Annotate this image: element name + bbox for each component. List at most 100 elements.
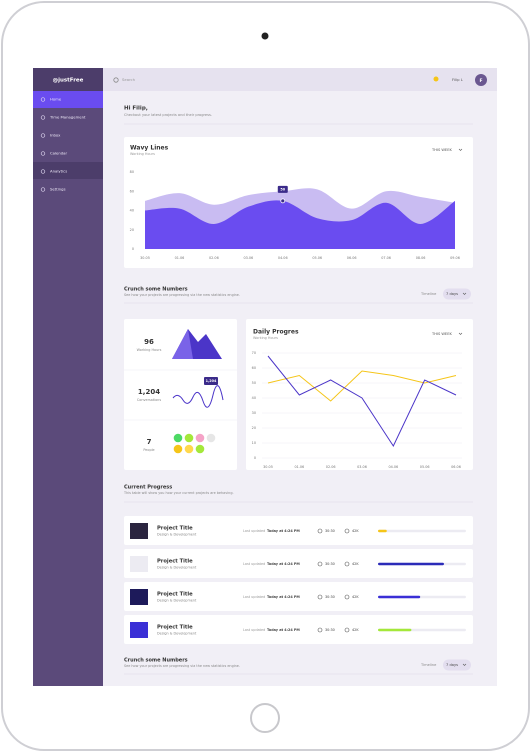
project-title: Project Title (157, 625, 193, 631)
updated-label: Last updated (243, 529, 265, 533)
y-tick-label: 60 (252, 366, 256, 370)
section-subtitle: This table will show you how your curren… (123, 491, 234, 495)
progress-bar (378, 628, 412, 632)
search-input[interactable]: Search (122, 77, 136, 82)
project-thumbnail (130, 556, 148, 572)
x-tick-label: 03.06 (357, 465, 367, 469)
notification-icon (433, 76, 439, 82)
nav-item[interactable]: Calendar (50, 151, 68, 156)
comment-icon (344, 594, 350, 600)
time-value: 30:30 (325, 562, 335, 566)
progress-bar (378, 529, 387, 533)
updated-label: Last updated (243, 562, 265, 566)
x-tick-label: 08.06 (416, 256, 426, 260)
person-avatar (173, 433, 183, 443)
y-tick-label: 20 (252, 426, 256, 430)
tooltip (277, 185, 288, 193)
project-subtitle: Design & Development (157, 566, 197, 570)
x-tick-label: 06.06 (347, 256, 357, 260)
section-title: Crunch some Numbers (124, 658, 188, 664)
y-tick-label: 50 (252, 381, 256, 385)
project-title: Project Title (157, 526, 193, 532)
nav-item[interactable]: Time Management (49, 115, 86, 120)
progress-row (124, 582, 473, 611)
x-tick-label: 02.06 (326, 465, 336, 469)
avatar-initial: F (479, 78, 482, 84)
avatar[interactable] (475, 74, 487, 86)
stat-label: Working Hours (137, 348, 162, 352)
x-tick-label: 30.05 (140, 256, 150, 260)
logo: @justFree (53, 78, 84, 84)
person-avatar (195, 444, 205, 454)
time-value: 30:30 (325, 529, 335, 533)
mountain-icon-shade (172, 329, 193, 359)
updated-value: Today at 4:24 PM (267, 628, 300, 632)
x-tick-label: 09.06 (450, 256, 460, 260)
project-subtitle: Design & Development (157, 533, 197, 537)
nav-item[interactable]: Settings (50, 187, 66, 192)
greeting-subtitle: Checkout your latest projects and their … (124, 113, 212, 117)
greeting-title: Hi Filip, (124, 106, 148, 112)
filter-label: Timeline (420, 663, 437, 667)
nav-highlight-analytics (33, 162, 103, 179)
nav-item[interactable]: Inbox (50, 133, 61, 138)
comments-value: 42K (352, 628, 359, 632)
comment-icon (344, 528, 350, 534)
section-subtitle: See how your projects are progressing vi… (124, 293, 240, 297)
x-tick-label: 05.06 (420, 465, 430, 469)
project-title: Project Title (157, 559, 193, 565)
x-tick-label: 06.06 (451, 465, 461, 469)
progress-bar (378, 595, 421, 599)
comments-value: 42K (352, 562, 359, 566)
x-tick-label: 02.06 (209, 256, 219, 260)
badge-label: 1,204 (206, 379, 217, 383)
filter-pill[interactable] (443, 659, 471, 671)
filter-value[interactable]: 7 days (446, 292, 458, 296)
sparkline-decor (172, 385, 224, 408)
project-thumbnail (130, 523, 148, 539)
person-avatar (184, 444, 194, 454)
comments-value: 42K (352, 529, 359, 533)
tooltip-label: 50 (280, 187, 285, 191)
period-dropdown[interactable]: THIS WEEK (431, 148, 452, 152)
daily-card (246, 319, 473, 470)
updated-label: Last updated (243, 628, 265, 632)
y-tick-label: 70 (252, 351, 256, 355)
person-avatar (206, 433, 216, 443)
clock-icon (317, 627, 323, 633)
updated-label: Last updated (243, 595, 265, 599)
period-dropdown[interactable]: THIS WEEK (431, 332, 452, 336)
clock-icon (317, 528, 323, 534)
y-tick-label: 10 (252, 441, 256, 445)
stat-value: 1,204 (138, 388, 160, 396)
nav-item[interactable]: Home (50, 97, 62, 102)
x-tick-label: 03.06 (243, 256, 253, 260)
nav-item[interactable]: Analytics (50, 169, 67, 174)
camera (261, 32, 269, 40)
chart-title: Daily Progres (253, 329, 299, 336)
stat-value: 7 (147, 438, 152, 446)
project-thumbnail (130, 589, 148, 605)
dropdown-caret (458, 148, 463, 151)
line-series (267, 355, 457, 448)
section-subtitle: See how your projects are progressing vi… (124, 664, 240, 668)
person-avatar (173, 444, 183, 454)
point-marker (280, 198, 286, 204)
stat-label: Conversations (137, 398, 161, 402)
project-title: Project Title (157, 592, 193, 598)
project-subtitle: Design & Development (157, 632, 197, 636)
filter-pill[interactable] (443, 288, 471, 300)
x-tick-label: 04.06 (388, 465, 398, 469)
x-tick-label: 04.06 (278, 256, 288, 260)
chart-title: Wavy Lines (130, 145, 169, 152)
y-tick-label: 20 (130, 228, 134, 232)
badge (204, 377, 218, 385)
top-bar (103, 68, 497, 91)
updated-value: Today at 4:24 PM (267, 562, 300, 566)
sidebar (33, 68, 103, 686)
x-tick-label: 05.06 (312, 256, 322, 260)
filter-value[interactable]: 7 days (446, 663, 458, 667)
user-name[interactable]: Filip L (452, 77, 464, 82)
person-avatar (195, 433, 205, 443)
